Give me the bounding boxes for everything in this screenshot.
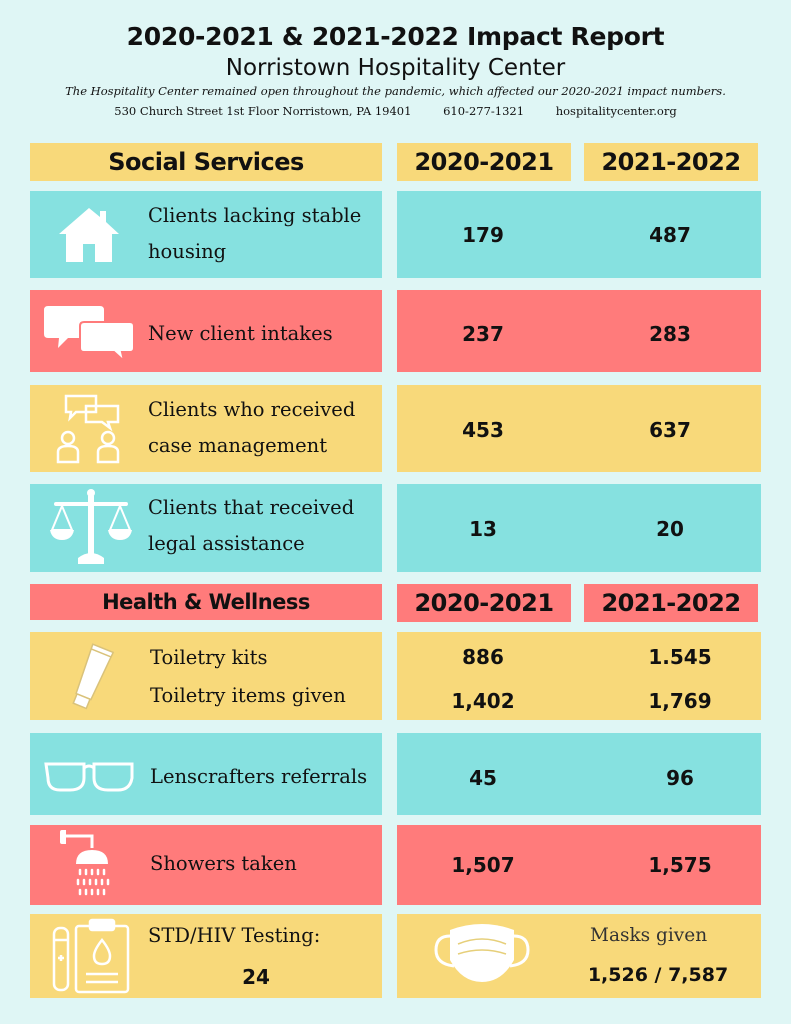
housing-label: Clients lacking stable housing (148, 204, 362, 263)
showers-2020-value: 1,507 (451, 853, 515, 877)
website: hospitalitycenter.org (555, 104, 677, 118)
testing-panel (30, 914, 382, 998)
toiletry-kits-2020-value: 886 (462, 645, 504, 669)
lenscrafters-2021-value: 96 (666, 766, 694, 790)
eyeglasses-icon (44, 760, 134, 794)
health-col-2020-2021: 2020-2021 (397, 584, 571, 622)
health-wellness-heading: Health & Wellness (30, 584, 382, 620)
case-mgmt-label: Clients who received case management (148, 398, 356, 457)
lenscrafters-label: Lenscrafters referrals (150, 765, 368, 788)
shower-icon (58, 828, 122, 900)
legal-2020-value: 13 (469, 517, 497, 541)
health-col-2021-2022: 2021-2022 (584, 584, 758, 622)
face-mask-icon (432, 920, 532, 986)
scales-of-justice-icon (48, 488, 134, 568)
testing-label: STD/HIV Testing: (148, 924, 321, 947)
legal-2021-value: 20 (656, 517, 684, 541)
page-title: 2020-2021 & 2021-2022 Impact Report (126, 22, 665, 51)
showers-label-panel (30, 825, 382, 905)
housing-2020-value: 179 (462, 223, 504, 247)
lenscrafters-values-panel (397, 733, 761, 815)
phone: 610-277-1321 (443, 104, 525, 118)
social-col-2020-2021: 2020-2021 (397, 143, 571, 181)
intakes-label: New client intakes (148, 322, 333, 345)
pandemic-note: The Hospitality Center remained open thr… (65, 84, 726, 98)
toiletry-items-2020-value: 1,402 (451, 689, 515, 713)
speech-bubbles-icon (44, 304, 136, 362)
lenscrafters-label-panel (30, 733, 382, 815)
toiletry-tube-icon (66, 642, 116, 714)
intakes-2020-value: 237 (462, 322, 504, 346)
conversation-people-icon (52, 392, 128, 466)
toiletry-kits-2021-value: 1.545 (648, 645, 712, 669)
case-mgmt-label-panel (30, 385, 382, 472)
housing-values-panel (397, 191, 761, 278)
house-icon (56, 206, 122, 264)
toiletry-kits-label: Toiletry kits (150, 646, 268, 669)
masks-value: 1,526 / 7,587 (587, 964, 729, 986)
intakes-values-panel (397, 290, 761, 372)
case-mgmt-values-panel (397, 385, 761, 472)
toiletry-items-label: Toiletry items given (150, 684, 346, 707)
intakes-2021-value: 283 (649, 322, 691, 346)
toiletry-items-2021-value: 1,769 (648, 689, 712, 713)
testing-value: 24 (242, 965, 270, 989)
organization-name: Norristown Hospitality Center (225, 55, 566, 81)
case-mgmt-2020-value: 453 (462, 418, 504, 442)
contact-line: 530 Church Street 1st Floor Norristown, … (0, 104, 791, 118)
masks-label: Masks given (590, 925, 708, 946)
legal-label: Clients that received legal assistance (148, 496, 355, 555)
lenscrafters-2020-value: 45 (469, 766, 497, 790)
legal-values-panel (397, 484, 761, 572)
case-mgmt-2021-value: 637 (649, 418, 691, 442)
showers-2021-value: 1,575 (648, 853, 712, 877)
showers-values-panel (397, 825, 761, 905)
showers-label: Showers taken (150, 852, 297, 875)
housing-2021-value: 487 (649, 223, 691, 247)
toiletry-values-panel (397, 632, 761, 720)
address: 530 Church Street 1st Floor Norristown, … (114, 104, 412, 118)
social-services-heading: Social Services (30, 143, 382, 181)
test-clipboard-icon (50, 918, 134, 994)
social-col-2021-2022: 2021-2022 (584, 143, 758, 181)
